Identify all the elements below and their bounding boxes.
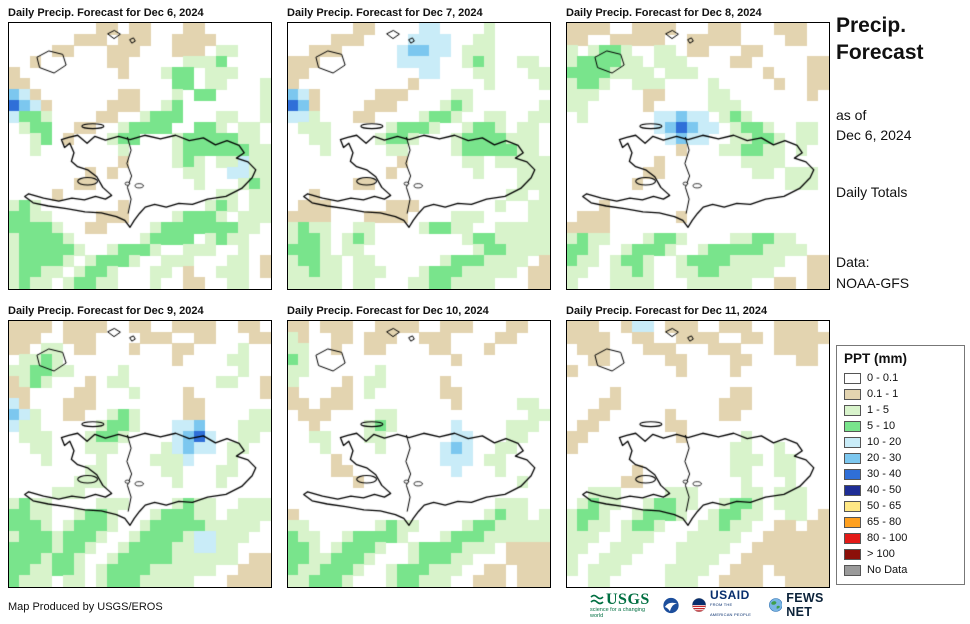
legend-swatch [844, 388, 861, 400]
page-title-line1: Precip. [836, 14, 907, 37]
usaid-wordmark: USAID [709, 588, 750, 602]
legend-row: > 100 [844, 546, 960, 562]
fewsnet-wordmark: FEWS NET [786, 591, 824, 619]
legend-label: 0 - 0.1 [867, 372, 899, 384]
panel-title: Daily Precip. Forecast for Dec 6, 2024 [8, 7, 204, 19]
precip-map-dec-7 [287, 22, 551, 290]
noaa-logo [663, 597, 679, 613]
fewsnet-globe-icon [768, 598, 783, 612]
legend-label: 40 - 50 [867, 484, 902, 496]
precip-map-dec-11 [566, 320, 830, 588]
legend-row: 5 - 10 [844, 418, 960, 434]
footer-logos: USGS science for a changing world USAID … [590, 588, 832, 620]
usgs-wave-icon [590, 594, 604, 604]
legend-row: 30 - 40 [844, 466, 960, 482]
panel-title: Daily Precip. Forecast for Dec 10, 2024 [287, 305, 489, 317]
as-of-date: as of Dec 6, 2024 [836, 105, 912, 145]
legend-entries: 0 - 0.1 0.1 - 1 1 - 5 5 - 10 10 - 20 20 - 30 3… [844, 370, 960, 578]
forecast-panel-dec-9: Daily Precip. Forecast for Dec 9, 2024 [8, 304, 272, 588]
forecast-panels-grid: Daily Precip. Forecast for Dec 6, 2024 D… [8, 6, 830, 588]
panel-title: Daily Precip. Forecast for Dec 11, 2024 [566, 305, 768, 317]
data-source-label: Data: [836, 254, 870, 270]
data-source: Data: NOAA-GFS [836, 252, 909, 294]
panel-title: Daily Precip. Forecast for Dec 8, 2024 [566, 7, 762, 19]
legend-swatch [844, 468, 861, 480]
legend-label: 80 - 100 [867, 532, 908, 544]
usaid-emblem-icon [691, 598, 706, 612]
legend-label: 30 - 40 [867, 468, 902, 480]
legend-row: 1 - 5 [844, 402, 960, 418]
legend-row: 40 - 50 [844, 482, 960, 498]
legend-row: 10 - 20 [844, 434, 960, 450]
precip-map-dec-8 [566, 22, 830, 290]
legend-swatch [844, 484, 861, 496]
panel-title: Daily Precip. Forecast for Dec 7, 2024 [287, 7, 483, 19]
legend-label: > 100 [867, 548, 895, 560]
legend-row: 20 - 30 [844, 450, 960, 466]
legend-swatch [844, 500, 861, 512]
legend-label: 5 - 10 [867, 420, 896, 432]
precip-legend: PPT (mm) 0 - 0.1 0.1 - 1 1 - 5 5 - 10 10 - 2… [836, 345, 965, 585]
legend-label: 1 - 5 [867, 404, 890, 416]
legend-swatch [844, 532, 861, 544]
as-of-label: as of [836, 107, 867, 123]
panel-title: Daily Precip. Forecast for Dec 9, 2024 [8, 305, 204, 317]
daily-totals-label: Daily Totals [836, 184, 908, 200]
legend-row: 0 - 0.1 [844, 370, 960, 386]
legend-row: No Data [844, 562, 960, 578]
legend-swatch [844, 436, 861, 448]
usgs-logo: USGS science for a changing world [590, 590, 650, 619]
legend-swatch [844, 548, 861, 560]
forecast-panel-dec-11: Daily Precip. Forecast for Dec 11, 2024 [566, 304, 830, 588]
forecast-panel-dec-10: Daily Precip. Forecast for Dec 10, 2024 [287, 304, 551, 588]
forecast-panel-dec-6: Daily Precip. Forecast for Dec 6, 2024 [8, 6, 272, 290]
usgs-tagline: science for a changing world [590, 606, 646, 619]
legend-label: 50 - 65 [867, 500, 902, 512]
legend-label: 10 - 20 [867, 436, 902, 448]
legend-label: 65 - 80 [867, 516, 902, 528]
fewsnet-logo: FEWS NET [768, 591, 832, 619]
precip-map-dec-9 [8, 320, 272, 588]
usgs-wordmark: USGS [606, 590, 650, 608]
page-title-line2: Forecast [836, 41, 924, 64]
map-credit: Map Produced by USGS/EROS [8, 601, 163, 613]
precip-map-dec-6 [8, 22, 272, 290]
legend-row: 50 - 65 [844, 498, 960, 514]
legend-label: 0.1 - 1 [867, 388, 899, 400]
as-of-value: Dec 6, 2024 [836, 127, 912, 143]
usaid-tagline: FROM THE AMERICAN PEOPLE [709, 602, 752, 617]
legend-swatch [844, 404, 861, 416]
forecast-panel-dec-7: Daily Precip. Forecast for Dec 7, 2024 [287, 6, 551, 290]
legend-label: No Data [867, 564, 908, 576]
precip-map-dec-10 [287, 320, 551, 588]
usaid-logo: USAID FROM THE AMERICAN PEOPLE [691, 588, 756, 620]
legend-swatch [844, 564, 861, 576]
legend-row: 0.1 - 1 [844, 386, 960, 402]
legend-swatch [844, 452, 861, 464]
legend-swatch [844, 420, 861, 432]
sidebar: Precip. Forecast as of Dec 6, 2024 Daily… [836, 0, 964, 624]
legend-row: 80 - 100 [844, 530, 960, 546]
legend-row: 65 - 80 [844, 514, 960, 530]
legend-swatch [844, 372, 861, 384]
legend-label: 20 - 30 [867, 452, 902, 464]
page-title: Precip. Forecast [836, 12, 924, 66]
legend-title: PPT (mm) [844, 351, 908, 366]
data-source-value: NOAA-GFS [836, 275, 910, 291]
forecast-panel-dec-8: Daily Precip. Forecast for Dec 8, 2024 [566, 6, 830, 290]
legend-swatch [844, 516, 861, 528]
